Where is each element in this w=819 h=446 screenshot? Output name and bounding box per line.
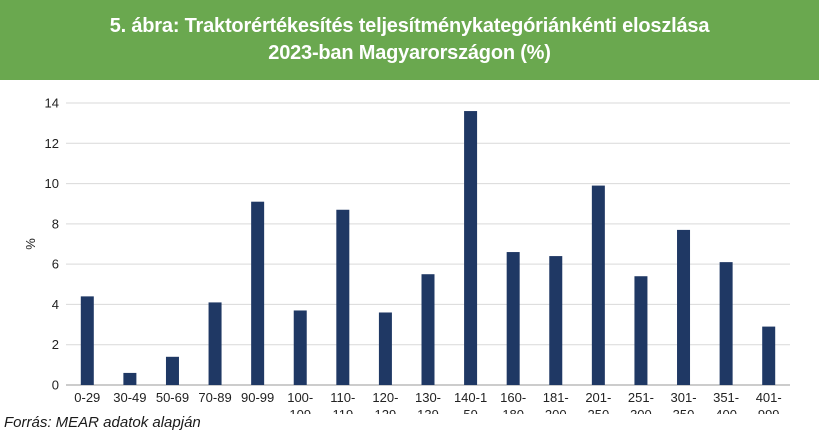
y-tick-label: 10 [45,176,59,191]
chart-title-line-1: 5. ábra: Traktorértékesítés teljesítmény… [109,15,710,37]
x-tick-label: 401-999 [756,390,782,414]
x-tick-label: 70-89 [198,390,231,405]
x-tick-label: 160-180 [500,390,526,414]
x-tick-label: 201-250 [585,390,611,414]
x-tick-label: 140-159 [454,390,487,414]
x-tick-label: 120-129 [372,390,398,414]
bar [506,252,520,385]
source-note: Forrás: MEAR adatok alapján [4,414,201,431]
bar [165,356,179,385]
x-tick-label: 0-29 [74,390,100,405]
x-tick-label: 130-139 [415,390,441,414]
bar [762,326,776,385]
x-axis-ticks: 0-29 30-49 50-69 70-89 90-99 100-109 110-119 12… [74,390,781,414]
bar [336,209,350,385]
bar [677,229,691,385]
y-tick-label: 14 [45,96,59,111]
y-tick-label: 2 [52,337,59,352]
bar-chart: 0 2 4 6 8 10 12 14 % 0-29 30-49 50-69 70-89 90-99 10… [23,96,790,414]
bar [251,201,265,385]
x-tick-label: 251-300 [628,390,654,414]
bar [719,262,733,385]
x-tick-label: 50-69 [156,390,189,405]
x-tick-label: 110-119 [330,390,355,414]
bar [80,296,94,385]
chart-title-banner: 5. ábra: Traktorértékesítés teljesítmény… [0,0,819,80]
y-axis-label: % [23,238,38,250]
x-tick-label: 30-49 [113,390,146,405]
y-tick-label: 8 [52,216,59,231]
chart-title-line-2: 2023-ban Magyarországon (%) [268,42,551,64]
bar [123,372,137,385]
y-tick-label: 4 [52,297,59,312]
bar [208,302,222,385]
y-tick-label: 0 [52,378,59,393]
y-axis-ticks: 0 2 4 6 8 10 12 14 [45,96,59,393]
y-tick-label: 12 [45,136,59,151]
x-tick-label: 301-350 [671,390,697,414]
x-tick-label: 181-200 [543,390,569,414]
bars [80,111,776,386]
bar [421,274,435,385]
bar [293,310,307,385]
x-tick-label: 100-109 [287,390,313,414]
bar [591,185,605,385]
bar [378,312,392,385]
y-tick-label: 6 [52,257,59,272]
x-tick-label: 90-99 [241,390,274,405]
bar [464,111,478,386]
x-tick-label: 351-400 [713,390,739,414]
bar [634,276,648,385]
bar [549,256,563,385]
